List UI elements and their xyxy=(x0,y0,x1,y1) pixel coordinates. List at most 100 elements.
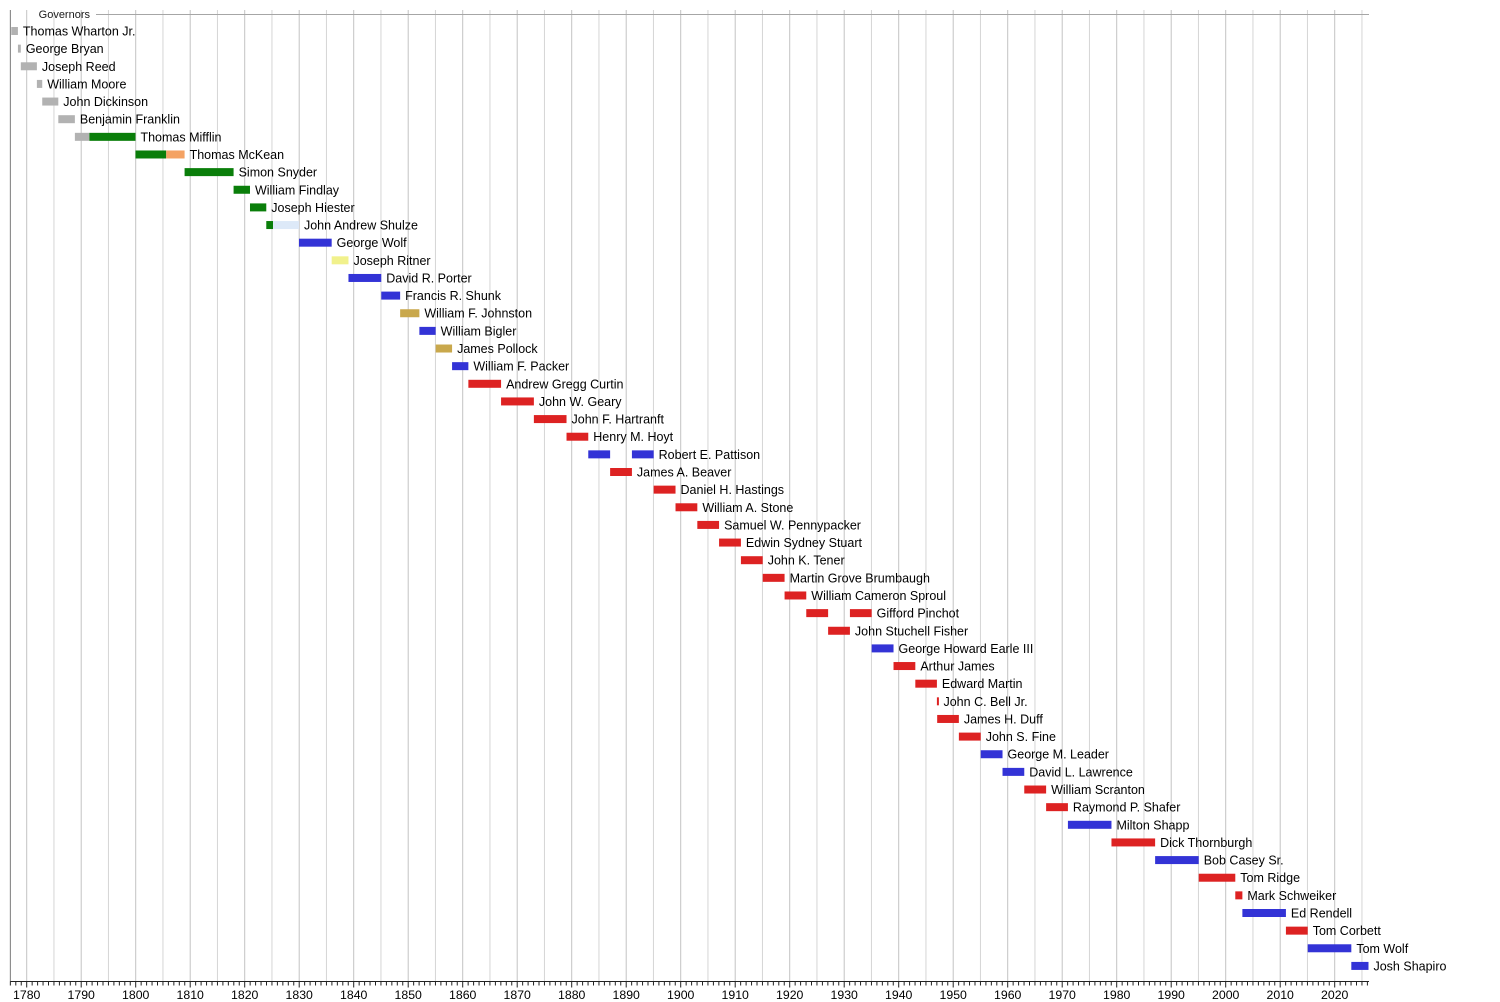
governor-name-label: Simon Snyder xyxy=(239,166,318,180)
x-axis-label-1790: 1790 xyxy=(68,988,96,1002)
term-bar-segment-1 xyxy=(1285,926,1308,935)
governor-row: Edwin Sydney Stuart xyxy=(719,536,862,550)
governor-row: John Dickinson xyxy=(42,95,148,109)
governor-row: John S. Fine xyxy=(958,730,1056,744)
governor-row: Thomas Mifflin xyxy=(74,130,222,144)
governor-row: Gifford Pinchot xyxy=(806,607,960,621)
x-axis-label-1900: 1900 xyxy=(667,988,695,1002)
governor-name-label: Martin Grove Brumbaugh xyxy=(790,571,930,585)
term-bar-segment-1 xyxy=(893,662,916,671)
governor-name-label: William F. Packer xyxy=(473,360,569,374)
governor-name-label: Ed Rendell xyxy=(1291,907,1352,921)
term-bar-segment-1 xyxy=(719,538,741,547)
x-axis-label-1800: 1800 xyxy=(122,988,150,1002)
term-bar-segment-2 xyxy=(849,609,872,618)
term-bar-segment-1 xyxy=(381,291,401,300)
x-axis-label-1980: 1980 xyxy=(1103,988,1131,1002)
term-bar-segment-1 xyxy=(784,591,807,600)
governor-row: Simon Snyder xyxy=(184,166,318,180)
governor-row: William Cameron Sproul xyxy=(784,589,946,603)
governor-row: Raymond P. Shafer xyxy=(1046,801,1180,815)
governor-name-label: Tom Ridge xyxy=(1240,871,1300,885)
governor-row: James Pollock xyxy=(435,342,538,356)
term-bar-segment-1 xyxy=(435,344,453,353)
term-bar-segment-1 xyxy=(17,44,21,53)
term-bar-segment-1 xyxy=(11,27,18,35)
x-axis-label-1840: 1840 xyxy=(340,988,368,1002)
term-bar-segment-1 xyxy=(331,256,349,265)
term-bar-segment-2 xyxy=(89,132,136,141)
term-bar-segment-2 xyxy=(166,150,185,159)
governor-row: Benjamin Franklin xyxy=(58,113,180,127)
governor-name-label: Bob Casey Sr. xyxy=(1204,854,1284,868)
governor-row: George Wolf xyxy=(298,236,407,250)
term-bar-segment-1 xyxy=(249,203,267,212)
term-bar-segment-1 xyxy=(74,132,90,141)
x-axis-label-1880: 1880 xyxy=(558,988,586,1002)
governor-row: Bob Casey Sr. xyxy=(1155,854,1284,868)
term-bar-segment-1 xyxy=(58,115,75,124)
governor-row: Henry M. Hoyt xyxy=(566,430,674,444)
term-bar-segment-1 xyxy=(135,150,167,159)
term-bar-segment-1 xyxy=(828,626,850,635)
term-bar-segment-1 xyxy=(566,432,589,441)
governor-name-label: George M. Leader xyxy=(1008,748,1109,762)
governor-name-label: William Cameron Sproul xyxy=(811,589,946,603)
term-bar-segment-1 xyxy=(936,697,939,706)
governor-row: Tom Ridge xyxy=(1198,871,1300,885)
term-bar-segment-2 xyxy=(273,221,299,230)
term-bar-segment-1 xyxy=(871,644,894,653)
governor-name-label: Arthur James xyxy=(920,660,994,674)
governor-name-label: Tom Corbett xyxy=(1313,924,1382,938)
governor-row: Martin Grove Brumbaugh xyxy=(762,571,930,585)
governor-name-label: George Bryan xyxy=(26,42,104,56)
governor-row: David L. Lawrence xyxy=(1002,765,1133,779)
governor-row: Robert E. Pattison xyxy=(588,448,760,462)
term-bar-segment-1 xyxy=(266,221,274,230)
x-axis-label-1950: 1950 xyxy=(940,988,968,1002)
governor-name-label: Edward Martin xyxy=(942,677,1023,691)
term-bar-segment-1 xyxy=(1242,909,1286,917)
x-axis-label-1780: 1780 xyxy=(13,988,41,1002)
governor-name-label: Mark Schweiker xyxy=(1247,889,1336,903)
governor-row: Thomas McKean xyxy=(135,148,284,162)
term-bar-segment-1 xyxy=(653,485,676,494)
term-bar-segment-1 xyxy=(348,273,382,282)
governor-name-label: Benjamin Franklin xyxy=(80,113,180,127)
governor-name-label: Henry M. Hoyt xyxy=(593,430,673,444)
term-bar-segment-1 xyxy=(697,520,720,529)
governor-name-label: Andrew Gregg Curtin xyxy=(506,377,623,391)
governor-name-label: George Wolf xyxy=(337,236,407,250)
term-bar-segment-1 xyxy=(1024,785,1047,794)
governor-name-label: Robert E. Pattison xyxy=(659,448,760,462)
governor-name-label: James A. Beaver xyxy=(637,466,732,480)
x-axis-label-1910: 1910 xyxy=(722,988,750,1002)
x-axis-label-1830: 1830 xyxy=(286,988,314,1002)
governor-row: William Bigler xyxy=(419,324,516,338)
governor-name-label: Josh Shapiro xyxy=(1373,959,1446,973)
governor-name-label: Raymond P. Shafer xyxy=(1073,801,1180,815)
governor-row: George Bryan xyxy=(17,42,104,56)
governor-name-label: Joseph Reed xyxy=(42,60,116,74)
governor-row: David R. Porter xyxy=(348,271,472,285)
governor-row: Francis R. Shunk xyxy=(381,289,502,303)
governor-name-label: Francis R. Shunk xyxy=(405,289,502,303)
term-bar-segment-1 xyxy=(184,168,234,177)
governor-row: Joseph Reed xyxy=(20,60,116,74)
term-bar-segment-1 xyxy=(915,679,937,688)
governor-row: John Stuchell Fisher xyxy=(828,624,968,638)
term-bar-segment-1 xyxy=(1235,891,1243,900)
term-bar-segment-1 xyxy=(980,750,1003,759)
term-bar-segment-1 xyxy=(675,503,698,512)
governor-name-label: David L. Lawrence xyxy=(1029,765,1133,779)
governor-name-label: James H. Duff xyxy=(964,712,1043,726)
governor-name-label: Joseph Ritner xyxy=(353,254,430,268)
x-axis-label-1940: 1940 xyxy=(885,988,913,1002)
governor-row: George M. Leader xyxy=(980,748,1109,762)
governor-row: Daniel H. Hastings xyxy=(653,483,784,497)
x-axis-label-1960: 1960 xyxy=(994,988,1022,1002)
term-bar-segment-1 xyxy=(233,185,250,194)
governor-row: Mark Schweiker xyxy=(1235,889,1336,903)
term-bar-segment-1 xyxy=(1307,944,1352,953)
